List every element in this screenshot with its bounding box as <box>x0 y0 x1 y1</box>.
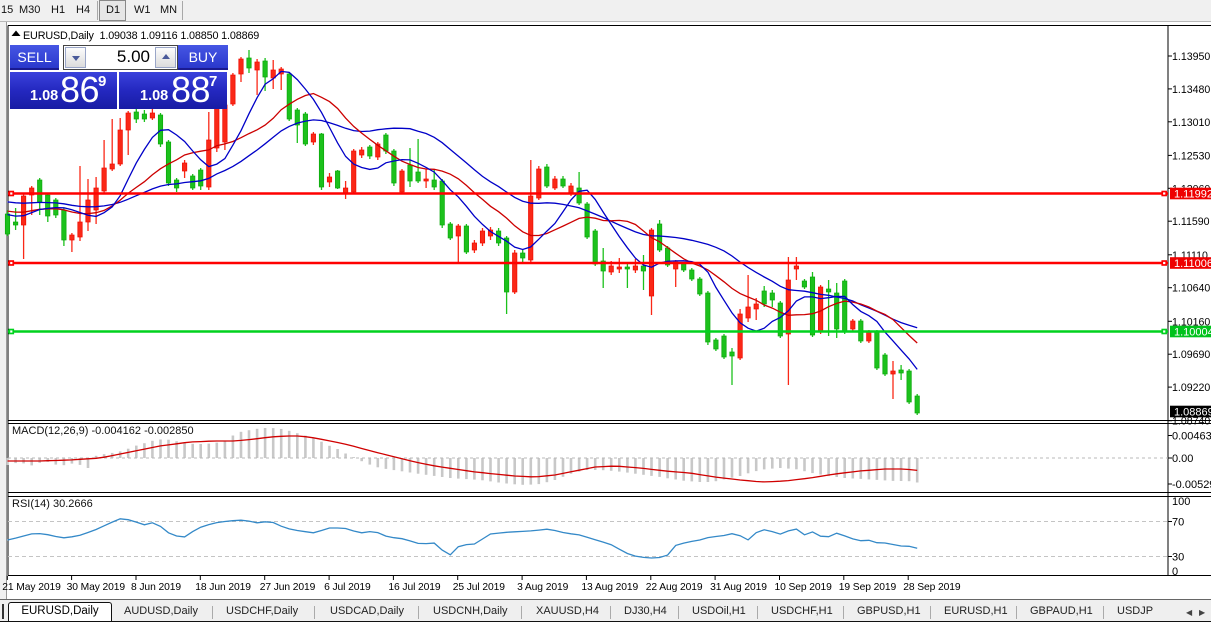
svg-text:6 Jul 2019: 6 Jul 2019 <box>324 582 371 593</box>
svg-text:1.11006: 1.11006 <box>1174 258 1211 270</box>
svg-text:1.10004: 1.10004 <box>1174 327 1211 339</box>
svg-text:MACD(12,26,9) -0.004162 -0.002: MACD(12,26,9) -0.004162 -0.002850 <box>12 425 194 437</box>
svg-text:1.11590: 1.11590 <box>1172 216 1210 228</box>
svg-text:1.08740: 1.08740 <box>1172 416 1210 428</box>
svg-text:13 Aug 2019: 13 Aug 2019 <box>581 582 638 593</box>
svg-text:70: 70 <box>1172 517 1184 529</box>
svg-text:19 Sep 2019: 19 Sep 2019 <box>839 582 897 593</box>
svg-text:1.13010: 1.13010 <box>1172 117 1210 129</box>
svg-text:22 Aug 2019: 22 Aug 2019 <box>646 582 703 593</box>
svg-text:-0.00529: -0.00529 <box>1172 479 1211 491</box>
svg-text:1.09220: 1.09220 <box>1172 382 1210 394</box>
svg-text:21 May 2019: 21 May 2019 <box>2 582 61 593</box>
svg-text:0.00463: 0.00463 <box>1172 431 1211 443</box>
svg-text:16 Jul 2019: 16 Jul 2019 <box>388 582 441 593</box>
svg-text:1.09690: 1.09690 <box>1172 349 1210 361</box>
svg-text:1.10160: 1.10160 <box>1172 316 1210 328</box>
svg-text:100: 100 <box>1172 496 1190 508</box>
svg-text:30 May 2019: 30 May 2019 <box>67 582 126 593</box>
svg-text:30: 30 <box>1172 552 1184 564</box>
svg-text:18 Jun 2019: 18 Jun 2019 <box>195 582 251 593</box>
svg-text:10 Sep 2019: 10 Sep 2019 <box>775 582 833 593</box>
svg-text:28 Sep 2019: 28 Sep 2019 <box>903 582 961 593</box>
svg-text:1.12530: 1.12530 <box>1172 150 1210 162</box>
svg-text:RSI(14) 30.2666: RSI(14) 30.2666 <box>12 498 93 510</box>
svg-text:1.13480: 1.13480 <box>1172 84 1210 96</box>
svg-text:25 Jul 2019: 25 Jul 2019 <box>453 582 506 593</box>
svg-text:3 Aug 2019: 3 Aug 2019 <box>517 582 568 593</box>
svg-text:1.10640: 1.10640 <box>1172 283 1210 295</box>
svg-text:0: 0 <box>1172 566 1178 578</box>
svg-text:27 Jun 2019: 27 Jun 2019 <box>260 582 316 593</box>
svg-text:1.13950: 1.13950 <box>1172 51 1210 63</box>
svg-text:8 Jun 2019: 8 Jun 2019 <box>131 582 181 593</box>
svg-text:1.11992: 1.11992 <box>1174 189 1211 201</box>
svg-text:EURUSD,Daily 1.09038 1.09116: EURUSD,Daily 1.09038 1.09116 1.08850 1.0… <box>23 30 259 42</box>
svg-text:0.00: 0.00 <box>1172 453 1193 465</box>
svg-text:1.08869: 1.08869 <box>1174 407 1211 419</box>
svg-text:31 Aug 2019: 31 Aug 2019 <box>710 582 767 593</box>
